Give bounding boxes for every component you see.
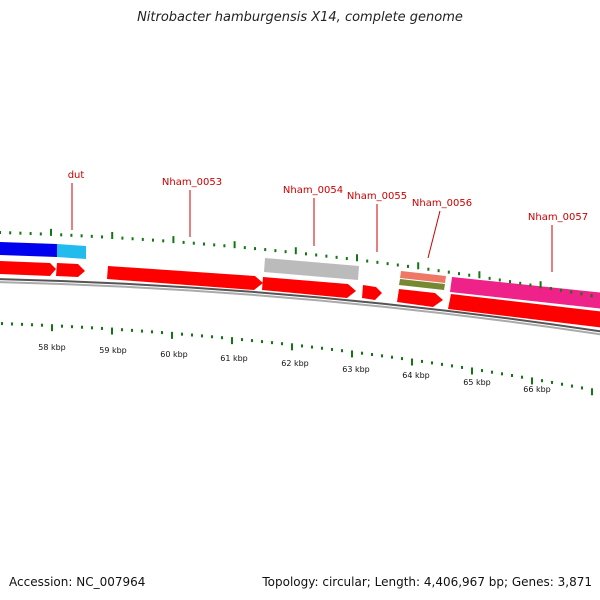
- gene-label[interactable]: Nham_0053: [162, 177, 222, 188]
- kbp-label: 58 kbp: [38, 343, 66, 352]
- kbp-label: 62 kbp: [281, 359, 309, 368]
- cds-arrow-5[interactable]: [362, 285, 382, 300]
- feature-pink-cds[interactable]: [450, 277, 600, 309]
- kbp-label: 59 kbp: [99, 346, 127, 355]
- kbp-label: 60 kbp: [160, 350, 188, 359]
- feature-salmon[interactable]: [400, 271, 446, 283]
- map-title: Nitrobacter hamburgensis X14, complete g…: [137, 10, 463, 25]
- cds-arrow-3[interactable]: [107, 266, 263, 290]
- cds-arrow-7[interactable]: [448, 294, 600, 328]
- backbone-inner: [0, 281, 600, 336]
- gene-label[interactable]: dut: [68, 170, 85, 181]
- feature-top-track: [0, 242, 600, 309]
- gene-label[interactable]: Nham_0055: [347, 191, 407, 202]
- kbp-label: 63 kbp: [342, 365, 370, 374]
- genome-stats-text: Topology: circular; Length: 4,406,967 bp…: [262, 575, 592, 589]
- feature-blue[interactable]: [0, 242, 57, 257]
- cds-arrow-1[interactable]: [0, 261, 56, 276]
- feature-lightblue[interactable]: [57, 244, 86, 259]
- inner-tick-ring: [1, 322, 593, 396]
- kbp-label: 66 kbp: [523, 385, 551, 394]
- outer-tick-ring: [0, 228, 593, 298]
- gene-label-group: dut Nham_0053 Nham_0054 Nham_0055 Nham_0056 N…: [68, 170, 588, 272]
- gene-label[interactable]: Nham_0056: [412, 198, 472, 209]
- kbp-label: 64 kbp: [402, 371, 430, 380]
- cds-arrow-4[interactable]: [262, 277, 356, 298]
- feature-gray[interactable]: [264, 258, 359, 280]
- gene-leader-line: [427, 210, 441, 259]
- feature-olive[interactable]: [399, 279, 445, 290]
- cds-arrow-6[interactable]: [397, 289, 443, 307]
- gene-label[interactable]: Nham_0057: [528, 212, 588, 223]
- kbp-label-group: 58 kbp 59 kbp 60 kbp 61 kbp 62 kbp 63 kbp 64 k…: [38, 343, 551, 394]
- gene-label[interactable]: Nham_0054: [283, 185, 343, 196]
- backbone-outer: [0, 278, 600, 333]
- feature-bottom-track: [0, 261, 600, 328]
- accession-text: Accession: NC_007964: [9, 575, 146, 589]
- cds-arrow-2[interactable]: [56, 263, 85, 277]
- backbone: [0, 278, 600, 336]
- kbp-label: 61 kbp: [220, 354, 248, 363]
- kbp-label: 65 kbp: [463, 378, 491, 387]
